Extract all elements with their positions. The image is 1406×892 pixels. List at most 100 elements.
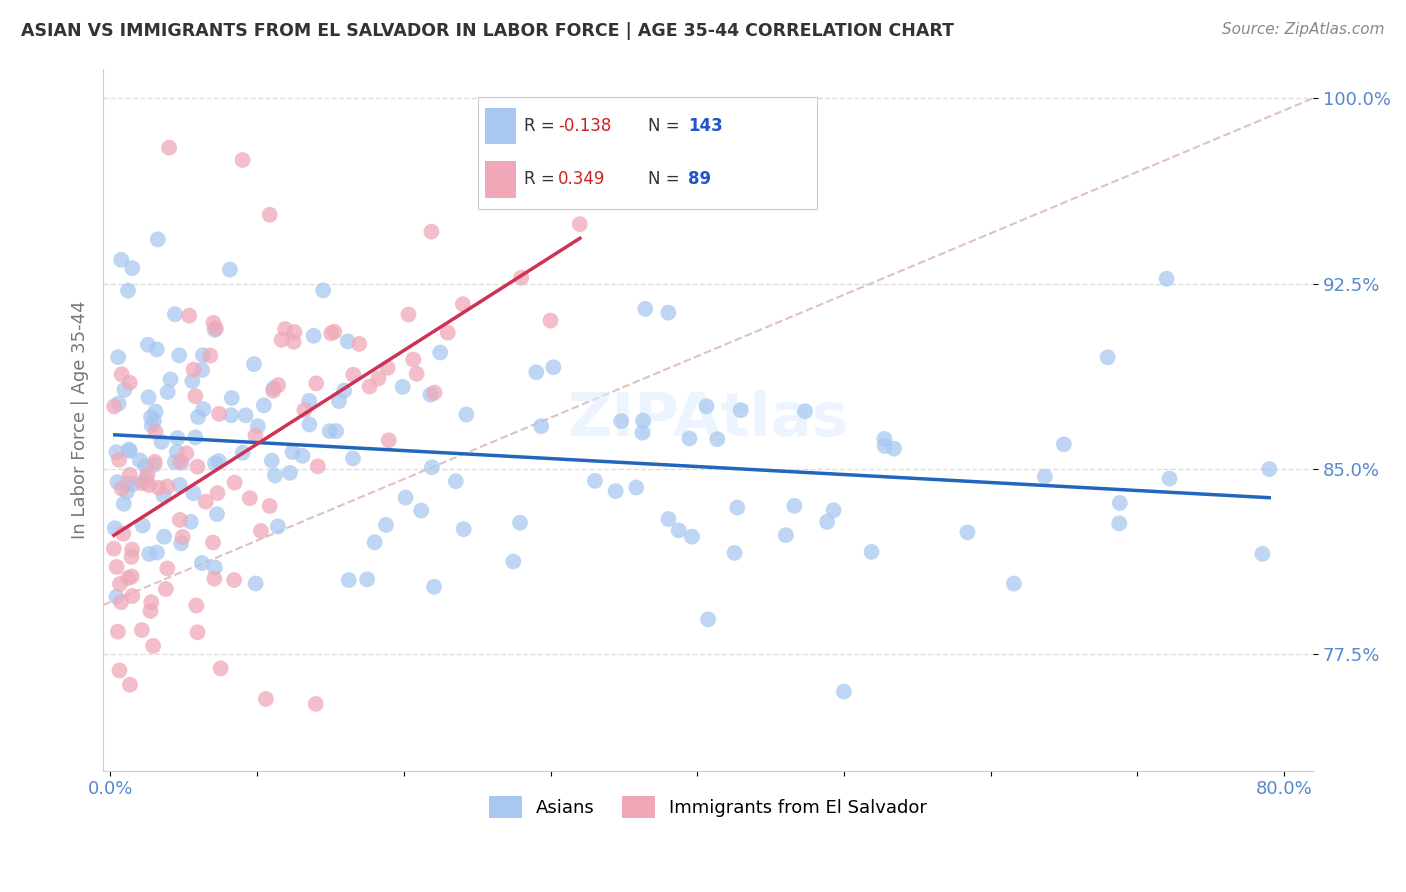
Point (155, 582, 177, 596)
Point (568, 217, 591, 231)
Point (111, 482, 134, 496)
Point (436, 326, 458, 340)
Point (398, 308, 420, 322)
Point (148, 481, 170, 495)
Point (264, 468, 287, 483)
Point (337, 573, 360, 587)
Point (250, 524, 273, 538)
Point (118, 678, 141, 692)
Point (391, 380, 413, 394)
Point (117, 476, 139, 491)
Point (783, 499, 806, 513)
Point (270, 333, 292, 347)
Point (121, 549, 143, 564)
Point (219, 408, 242, 422)
Point (235, 409, 257, 423)
Point (186, 625, 208, 640)
Point (110, 595, 132, 609)
Point (283, 334, 305, 349)
Point (1053, 437, 1076, 451)
Legend: Asians, Immigrants from El Salvador: Asians, Immigrants from El Salvador (482, 789, 934, 825)
Point (291, 449, 314, 463)
Point (104, 521, 127, 535)
Point (112, 526, 135, 541)
Text: Source: ZipAtlas.com: Source: ZipAtlas.com (1222, 22, 1385, 37)
Point (105, 475, 128, 489)
Point (1033, 469, 1056, 483)
Point (170, 536, 193, 550)
Point (359, 379, 381, 393)
Point (823, 503, 845, 517)
Point (1108, 496, 1130, 510)
Point (208, 407, 231, 421)
Point (108, 664, 131, 678)
Point (631, 425, 654, 440)
Point (184, 430, 207, 444)
Point (139, 604, 162, 618)
Point (187, 409, 209, 424)
Point (186, 459, 208, 474)
Point (678, 432, 700, 446)
Point (453, 522, 475, 536)
Point (159, 372, 181, 386)
Point (245, 576, 267, 591)
Point (405, 367, 427, 381)
Point (259, 208, 281, 222)
Point (873, 432, 896, 446)
Point (723, 546, 745, 560)
Point (121, 589, 143, 603)
Point (191, 363, 214, 377)
Point (167, 348, 190, 362)
Point (394, 491, 416, 505)
Point (294, 403, 316, 417)
Point (411, 503, 433, 517)
Point (231, 153, 253, 167)
Point (202, 316, 225, 330)
Point (117, 571, 139, 585)
Point (150, 434, 173, 449)
Point (112, 497, 135, 511)
Point (103, 541, 125, 556)
Point (169, 454, 191, 468)
Point (375, 517, 398, 532)
Point (118, 443, 141, 458)
Point (146, 545, 169, 559)
Point (342, 368, 364, 382)
Point (163, 307, 186, 321)
Point (1251, 547, 1274, 561)
Point (668, 524, 690, 538)
Point (108, 452, 131, 467)
Point (1156, 271, 1178, 285)
Point (1159, 471, 1181, 485)
Point (695, 399, 717, 413)
Point (423, 385, 446, 400)
Point (191, 348, 214, 362)
Point (239, 491, 262, 505)
Point (181, 374, 204, 388)
Point (278, 466, 301, 480)
Point (107, 350, 129, 364)
Point (730, 403, 752, 417)
Point (254, 692, 277, 706)
Point (143, 455, 166, 469)
Point (172, 530, 194, 544)
Point (166, 445, 188, 459)
Point (204, 456, 226, 470)
Point (191, 556, 214, 570)
Point (157, 141, 180, 155)
Point (224, 573, 246, 587)
Point (183, 486, 205, 500)
Point (145, 404, 167, 418)
Point (267, 519, 290, 533)
Point (105, 560, 128, 574)
Point (832, 684, 855, 698)
Point (815, 515, 838, 529)
Point (193, 402, 215, 417)
Point (274, 322, 297, 336)
Point (156, 385, 179, 400)
Point (110, 252, 132, 267)
Point (204, 323, 226, 337)
Point (138, 547, 160, 561)
Y-axis label: In Labor Force | Age 35-44: In Labor Force | Age 35-44 (72, 301, 89, 539)
Point (105, 445, 128, 459)
